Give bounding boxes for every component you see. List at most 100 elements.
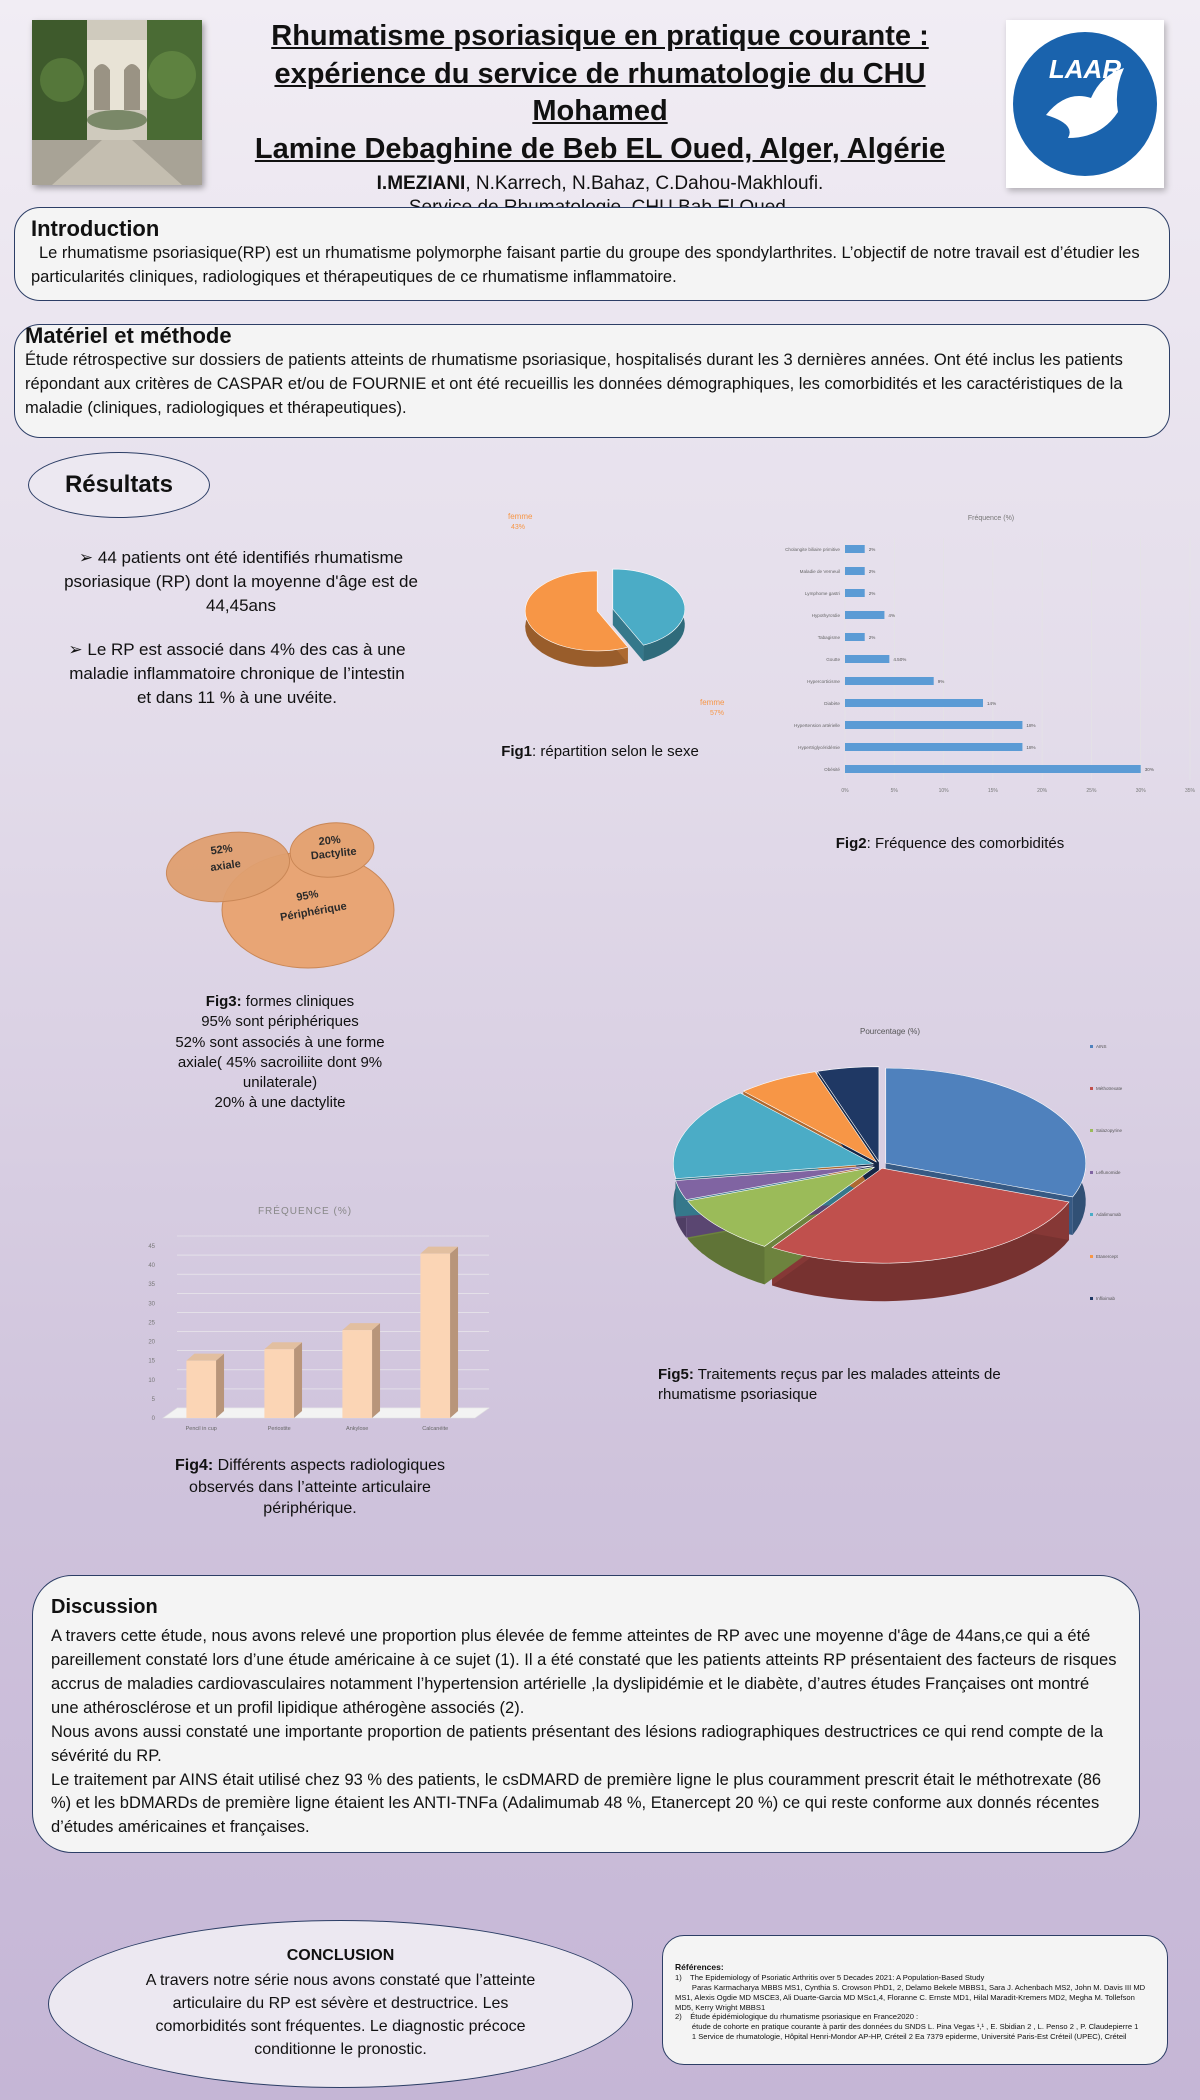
laar-logo: LAAR <box>1006 20 1164 188</box>
methods-title: Matériel et méthode <box>25 323 232 348</box>
fig3-caption: Fig3: formes cliniques 95% sont périphér… <box>150 992 410 1114</box>
fig4-y-tick: 5 <box>152 1397 156 1403</box>
venn-value-peripherique: 95% <box>296 888 320 904</box>
fig5-legend-label: Adalimumab <box>1096 1212 1122 1217</box>
poster-title: Rhumatisme psoriasique en pratique coura… <box>210 18 990 219</box>
fig1-caption: Fig1: répartition selon le sexe <box>501 743 699 760</box>
fig2-bar <box>845 589 865 597</box>
dove-icon <box>1046 68 1124 138</box>
fig5-legend-label: Etanercept <box>1096 1254 1119 1259</box>
fig2-data-label: 2% <box>869 635 876 640</box>
fig5-chart: Pourcentage (%) AINS Méthotrexate Salazopy… <box>650 1020 1150 1310</box>
fig5-pie-slice <box>771 1167 1070 1264</box>
fig2-title: Fréquence (%) <box>968 515 1014 522</box>
fig5-caption: Fig5: Traitements reçus par les malades … <box>658 1366 1001 1404</box>
fig5-pie-slice <box>816 1066 880 1163</box>
fig3-chart: 52% axiale 20% Dactylite 95% Périphériqu… <box>160 815 410 975</box>
fig5-legend-swatch <box>1090 1045 1093 1048</box>
references-title: Références: <box>675 1962 724 1972</box>
fig4-category-label: Calcanéite <box>422 1426 448 1432</box>
fig1-label-bottom: femme <box>700 698 725 707</box>
fig5-legend-swatch <box>1090 1255 1093 1258</box>
methods-text: Étude rétrospective sur dossiers de pati… <box>25 351 1123 417</box>
fig2-data-label: 4% <box>888 613 895 618</box>
fig5-legend-label: Salazopyrine <box>1096 1128 1123 1133</box>
fig2-caption: Fig2: Fréquence des comorbidités <box>835 835 1065 852</box>
fig3-caption-line: 95% sont périphériques <box>201 1013 359 1031</box>
fig2-x-tick: 15% <box>988 788 999 794</box>
fig2-x-tick: 5% <box>891 788 899 794</box>
fig2-bar <box>845 677 934 685</box>
venn-circle-dactylite <box>289 822 375 878</box>
fig5-legend-label: AINS <box>1096 1044 1107 1049</box>
fig2-category-label: Maladie de Verneuil <box>800 569 840 574</box>
fig1-pie-slice <box>524 570 629 652</box>
fig2-bar <box>845 743 1023 751</box>
fig2-data-label: 4.50% <box>893 657 906 662</box>
fig2-category-label: Tabagisme <box>818 635 841 640</box>
bullet-arrow-icon: ➢ <box>78 548 98 567</box>
fig4-y-tick: 15 <box>148 1359 155 1365</box>
fig2-bar <box>845 567 865 575</box>
fig2-category-label: Hypertriglycéridémie <box>798 745 840 750</box>
fig5-legend-swatch <box>1090 1297 1093 1300</box>
other-authors: , N.Karrech, N.Bahaz, C.Dahou-Makhloufi. <box>465 172 824 194</box>
fig2-category-label: Lymphome gastri <box>805 591 840 596</box>
discussion-paragraph: Nous avons aussi constaté une importante… <box>51 1722 1104 1765</box>
fig2-x-tick: 25% <box>1086 788 1097 794</box>
fig1-pie <box>524 568 686 667</box>
fig5-pie-slice <box>673 1092 875 1179</box>
fig2-data-label: 30% <box>1145 767 1154 772</box>
fig4-title: FRÉQUENCE (%) <box>258 1204 352 1217</box>
fig2-category-label: Obésité <box>824 767 840 772</box>
fig2-bar <box>845 765 1141 773</box>
fig2-chart: Fréquence (%) 0% 5% 10% 15% 20% 25% 30% 35% Chol… <box>755 508 1200 808</box>
fig2-data-label: 18% <box>1026 745 1035 750</box>
fig5-legend-label: Infliximab <box>1096 1296 1116 1301</box>
results-bullet-2: ➢ Le RP est associé dans 4% des cas à un… <box>68 640 406 707</box>
fig2-data-label: 14% <box>987 701 996 706</box>
fig4-y-tick: 0 <box>152 1416 156 1422</box>
fig4-caption: Fig4: Différents aspects radiologiques o… <box>174 1457 446 1518</box>
fig5-pie-slice <box>687 1166 875 1247</box>
fig5-legend-label: Méthotrexate <box>1096 1086 1123 1091</box>
fig2-bar <box>845 633 865 641</box>
fig2-x-tick: 0% <box>841 788 849 794</box>
fig3-caption-line: 20% à une dactylite <box>214 1094 346 1112</box>
fig2-data-label: 18% <box>1026 723 1035 728</box>
bullet-arrow-icon: ➢ <box>68 640 88 659</box>
reference-item: 1) The Epidemiology of Psoriatic Arthrit… <box>675 1973 985 1983</box>
fig5-pie-slice <box>675 1165 874 1201</box>
reference-item: 1 Service de rhumatologie, Hôpital Henri… <box>675 2032 1127 2042</box>
fig2-x-tick: 10% <box>939 788 950 794</box>
fig2-data-label: 2% <box>869 591 876 596</box>
fig2-data-label: 2% <box>869 569 876 574</box>
first-author: I.MEZIANI <box>376 172 466 194</box>
fig2-category-label: Hypothyroïdie <box>812 613 841 618</box>
fig3-caption-line: unilaterale) <box>242 1074 318 1091</box>
fig1-value-bottom: 57% <box>710 710 724 717</box>
fig3-caption-line: axiale( 45% sacroiliite dont 9% <box>177 1053 383 1071</box>
fig1-chart: femme 43% femme 57% <box>480 505 730 730</box>
fig2-category-label: Cholangite biliaire primitive <box>785 547 840 552</box>
venn-label-axiale: axiale <box>210 858 242 874</box>
fig2-bar <box>845 655 890 663</box>
reference-item: Paras Karmacharya MBBS MS1, Cynthia S. C… <box>675 1982 1148 2012</box>
fig4-y-tick: 35 <box>148 1282 155 1288</box>
fig2-category-label: Hypercorticisme <box>807 679 840 684</box>
fig5-legend-swatch <box>1090 1087 1093 1090</box>
fig5-legend-label: Leflunomide <box>1096 1170 1121 1175</box>
fig5-legend: AINS Méthotrexate Salazopyrine Leflunomide A… <box>1090 1044 1123 1301</box>
conclusion-oval: CONCLUSION A travers notre série nous av… <box>48 1920 633 2088</box>
fig4-y-tick: 25 <box>148 1320 155 1326</box>
fig2-category-label: Hypertension artérielle <box>794 723 840 728</box>
fig2-bar <box>845 721 1023 729</box>
fig2-bar <box>845 699 983 707</box>
fig1-value-top: 43% <box>511 524 525 531</box>
fig2-data-label: 9% <box>938 679 945 684</box>
fig2-bar <box>845 545 865 553</box>
fig4-bar <box>420 1246 459 1418</box>
venn-value-dactylite: 20% <box>318 834 341 848</box>
fig4-y-tick: 30 <box>148 1301 155 1307</box>
fig5-title: Pourcentage (%) <box>860 1027 920 1036</box>
